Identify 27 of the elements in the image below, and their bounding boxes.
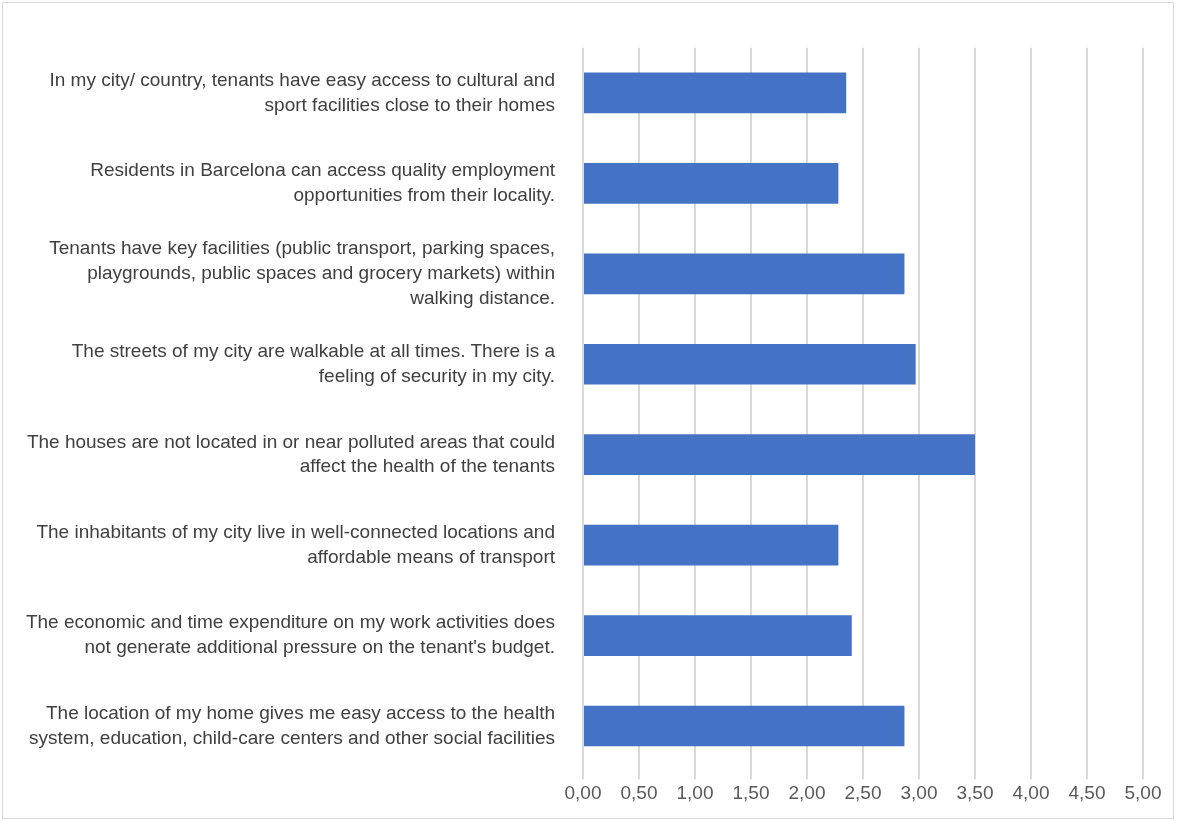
x-tick-label: 3,00 [900, 781, 938, 803]
y-tick-label: The inhabitants of my city live in well-connected locations and affordable means of transport [36, 520, 556, 567]
x-tick-label: 5,00 [1124, 781, 1162, 803]
y-tick-label: The economic and time expenditure on my work activities does not generate additional pressure on the tenant's budget. [25, 611, 555, 658]
x-tick-label: 4,50 [1068, 781, 1106, 803]
x-tick-label: 0,50 [620, 781, 658, 803]
x-tick-label: 1,50 [732, 781, 770, 803]
bar [584, 72, 847, 114]
bar [584, 163, 839, 204]
y-tick-label: The houses are not located in or near polluted areas that could affect the health of the tenants [26, 430, 555, 477]
bar [584, 615, 852, 656]
bar [584, 524, 839, 566]
bar [584, 705, 905, 747]
bar [584, 253, 905, 295]
x-tick-label: 4,00 [1012, 781, 1050, 803]
x-tick-label: 0,00 [564, 781, 602, 803]
x-tick-label: 1,00 [676, 781, 714, 803]
y-tick-label: The location of my home gives me easy access to the health system, education, child-care centers and other social facilities [29, 701, 555, 748]
y-tick-label: Residents in Barcelona can access quality employment opportunities from their locality. [90, 159, 556, 205]
x-tick-label: 2,50 [844, 781, 882, 803]
bar [584, 343, 916, 385]
x-tick-label: 3,50 [956, 781, 994, 803]
x-tick-label: 2,00 [788, 781, 826, 803]
y-tick-label: Tenants have key facilities (public transport, parking spaces, playgrounds, public spaces and grocery markets) within walking distance. [49, 237, 555, 308]
y-tick-label: In my city/ country, tenants have easy access to cultural and sport facilities close to their homes [49, 68, 555, 115]
y-tick-label: The streets of my city are walkable at all times. There is a feeling of security in my city. [71, 340, 556, 386]
bar [584, 434, 975, 476]
